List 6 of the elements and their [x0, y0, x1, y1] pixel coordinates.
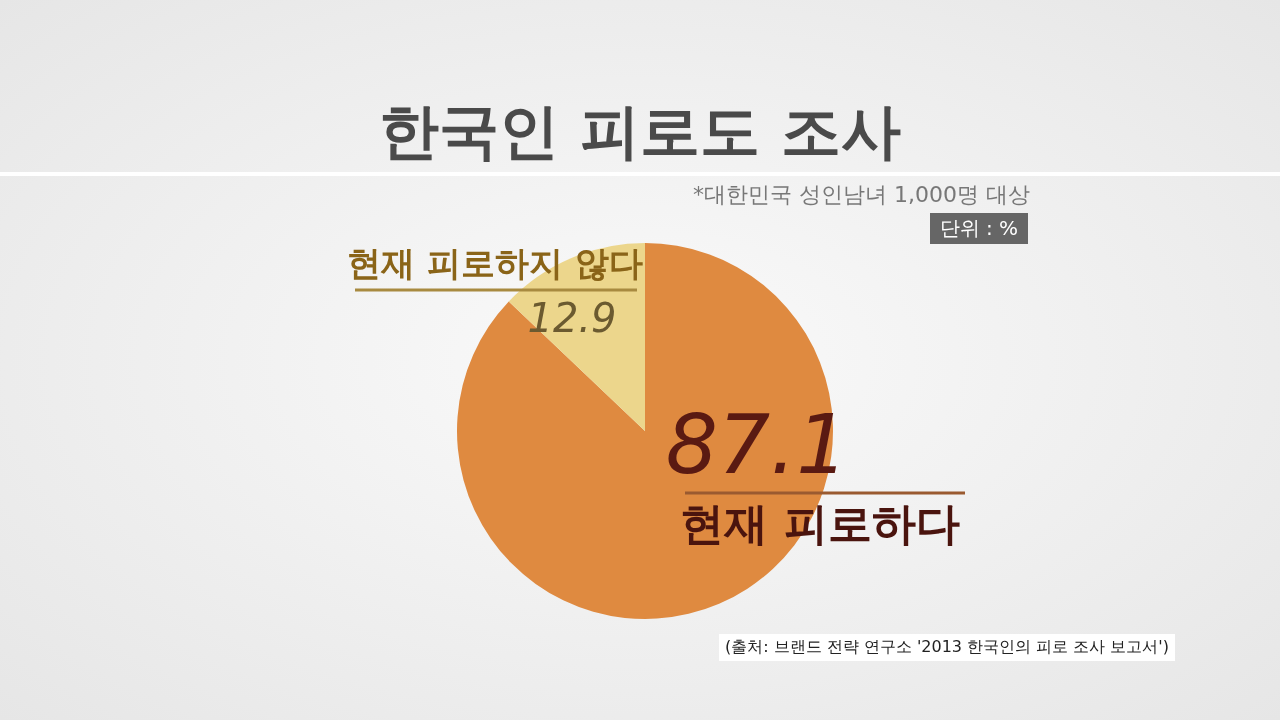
data-label: 12.9 — [527, 295, 617, 342]
text: *대한민국 성인남녀 1,000명 대상 — [693, 181, 1030, 209]
chart-title: 한국인 피로도 조사 — [378, 95, 902, 168]
text: 단위 : % — [929, 213, 1028, 244]
text: (출처: 브랜드 전략 연구소 '2013 한국인의 피로 조사 보고서') — [718, 634, 1175, 661]
slice-label: 현재 피로하지 않다 — [347, 242, 643, 283]
